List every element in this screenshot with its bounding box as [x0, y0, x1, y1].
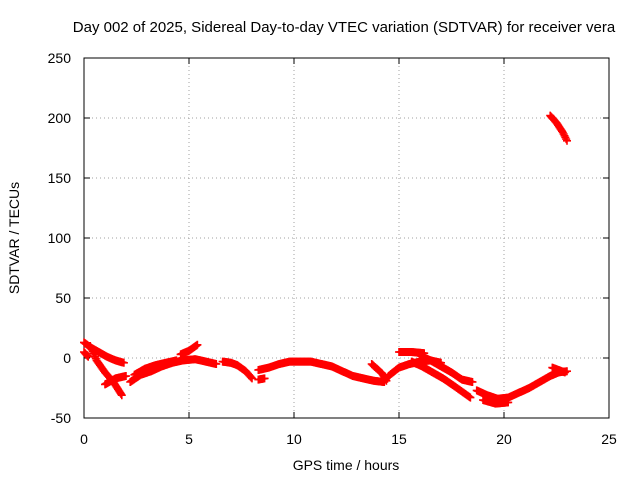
data-point [562, 135, 571, 144]
y-tick-label: -50 [51, 410, 71, 426]
data-point [466, 393, 475, 402]
data-point [212, 360, 221, 368]
data-point [117, 391, 126, 400]
y-tick-label: 150 [48, 170, 72, 186]
data-point [563, 136, 571, 145]
series-arc-7 [176, 340, 202, 359]
data-point [84, 352, 93, 361]
chart-title: Day 002 of 2025, Sidereal Day-to-day VTE… [73, 19, 616, 36]
y-tick-label: 0 [63, 350, 71, 366]
data-point [382, 376, 391, 385]
series-arc-9 [233, 361, 256, 383]
data-point [122, 372, 130, 380]
data-point [504, 398, 513, 407]
x-tick-label: 10 [286, 431, 302, 447]
axis-ticks [83, 57, 610, 419]
series-arc-16 [416, 351, 477, 386]
data-point [248, 374, 256, 383]
data-point [119, 358, 128, 367]
series-arc-11 [254, 374, 269, 384]
x-tick-label: 0 [80, 431, 88, 447]
series-arc-3 [80, 348, 93, 361]
data-point [172, 356, 181, 365]
series-arc-10 [254, 357, 389, 386]
series-arc-19 [548, 363, 569, 377]
axis-tick-labels: 0 5 10 15 20 25 -50 0 50 100 150 200 250 [48, 50, 617, 447]
x-axis-label: GPS time / hours [293, 457, 400, 473]
data-point [83, 351, 92, 360]
y-tick-label: 100 [48, 230, 72, 246]
x-tick-label: 5 [185, 431, 193, 447]
y-tick-label: 250 [48, 50, 72, 66]
y-axis-label: SDTVAR / TECUs [6, 182, 22, 294]
series-arc-18 [479, 396, 513, 408]
series-arc-2 [86, 342, 126, 400]
y-tick-label: 50 [55, 290, 71, 306]
data-series [80, 111, 571, 408]
x-tick-label: 25 [601, 431, 617, 447]
data-point [193, 340, 202, 349]
series-arc-4 [101, 372, 130, 389]
series-arc-15 [407, 357, 475, 402]
data-point [468, 378, 477, 386]
x-tick-label: 15 [391, 431, 407, 447]
data-point [560, 368, 569, 377]
x-tick-label: 20 [496, 431, 512, 447]
series-arc-20 [546, 111, 571, 145]
series-arc-12 [367, 360, 391, 385]
data-point [260, 374, 269, 383]
y-tick-label: 200 [48, 110, 72, 126]
series-arc-6 [130, 356, 181, 379]
